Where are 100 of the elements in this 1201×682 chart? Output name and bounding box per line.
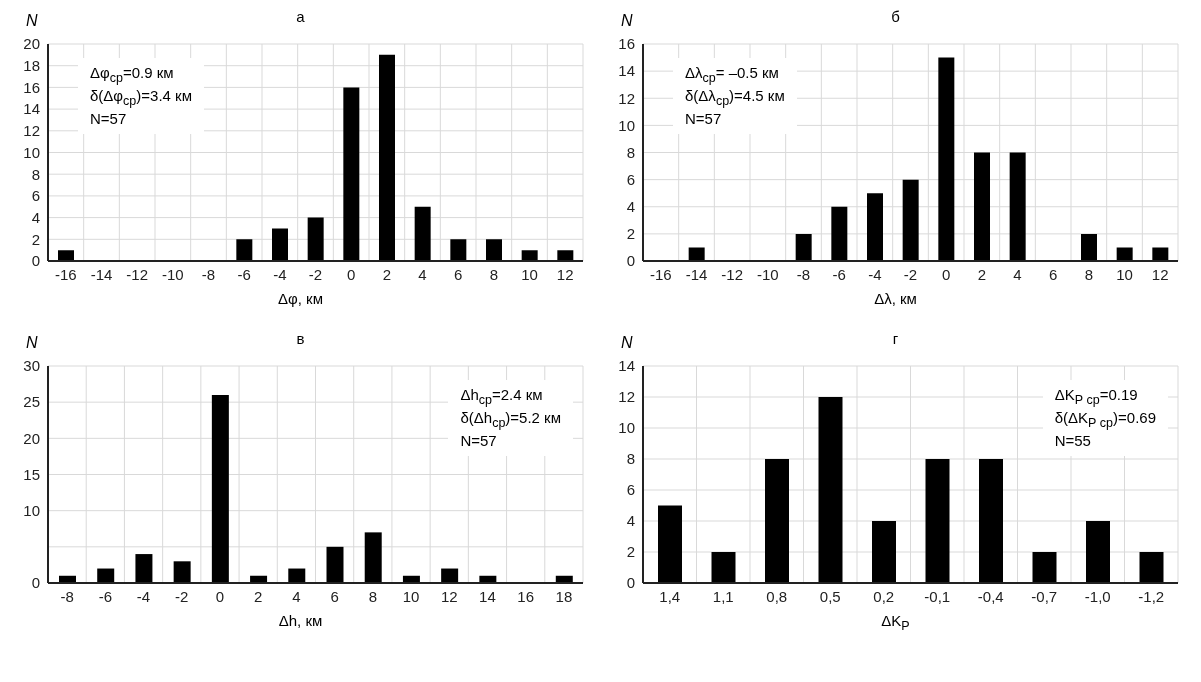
bar	[486, 239, 502, 261]
x-tick-label: 8	[1084, 265, 1094, 283]
annotation: Δφ$_{ср}$=0.9 км	[90, 64, 175, 87]
bar	[818, 397, 843, 583]
y-tick-label: 6	[626, 170, 635, 188]
x-tick-label: 12	[556, 265, 574, 283]
y-tick-label: 16	[618, 35, 635, 53]
x-tick-label: 0,8	[766, 587, 788, 605]
bar	[765, 459, 789, 583]
chart-title: в	[296, 330, 305, 347]
x-tick-label: 18	[555, 587, 573, 605]
annotation: N=57	[460, 432, 498, 450]
x-tick-label: -10	[756, 265, 779, 283]
y-tick-label: 0	[626, 574, 635, 592]
bar	[343, 87, 360, 261]
bar	[867, 193, 883, 261]
x-tick-label: -4	[868, 265, 882, 283]
y-tick-label: 6	[31, 187, 40, 205]
x-tick-label: 6	[1048, 265, 1058, 283]
annotation: δ(ΔK$_{Р ср}$)=0.69	[1054, 409, 1156, 432]
bar	[58, 250, 74, 261]
x-tick-label: -12	[126, 265, 149, 283]
x-tick-label: -2	[175, 587, 189, 605]
bar	[414, 206, 431, 261]
x-tick-label: -14	[90, 265, 113, 283]
bar	[211, 394, 229, 583]
x-tick-label: 6	[453, 265, 463, 283]
bar	[1139, 552, 1164, 583]
x-tick-label: 16	[517, 587, 535, 605]
x-tick-label: -6	[832, 265, 846, 283]
bar	[236, 239, 253, 261]
x-tick-label: -8	[796, 265, 811, 283]
x-tick-label: -8	[201, 265, 216, 283]
y-tick-label: 18	[23, 57, 40, 75]
y-tick-label: 4	[31, 208, 40, 226]
annotation: δ(Δλ$_{ср}$)=4.5 км	[685, 87, 785, 110]
bar	[1152, 247, 1169, 261]
bar	[364, 532, 382, 583]
y-tick-label: 4	[626, 512, 635, 530]
x-tick-label: 14	[479, 587, 496, 605]
x-tick-label: -2	[308, 265, 323, 283]
bar	[1116, 247, 1133, 261]
y-tick-label: 10	[23, 143, 40, 161]
y-tick-label: 12	[23, 122, 40, 140]
x-tick-label: -14	[685, 265, 708, 283]
y-tick-label: 8	[31, 165, 40, 183]
x-tick-label: -12	[721, 265, 744, 283]
y-tick-label: 16	[23, 78, 40, 96]
y-tick-label: 0	[626, 252, 635, 270]
x-tick-label: -16	[649, 265, 672, 283]
x-tick-label: 2	[254, 587, 263, 605]
y-tick-label: 14	[618, 357, 635, 375]
x-tick-label: -1,0	[1084, 587, 1111, 605]
bar	[979, 459, 1003, 583]
y-axis-title: N	[26, 12, 38, 30]
bar	[326, 546, 344, 583]
y-tick-label: 0	[31, 574, 40, 592]
bar	[450, 239, 467, 261]
bar	[1081, 233, 1097, 261]
x-tick-label: 12	[440, 587, 458, 605]
annotation: δ(Δφ$_{ср}$)=3.4 км	[90, 87, 192, 110]
bar	[872, 521, 896, 583]
y-axis-title: N	[621, 334, 633, 352]
bar	[925, 459, 950, 583]
x-tick-label: 0,5	[819, 587, 841, 605]
x-axis-title: Δφ, км	[277, 290, 324, 307]
y-tick-label: 2	[626, 543, 635, 561]
x-tick-label: -6	[98, 587, 112, 605]
y-tick-label: 10	[618, 419, 635, 437]
x-tick-label: -2	[903, 265, 918, 283]
y-tick-label: 0	[31, 252, 40, 270]
x-tick-label: 8	[489, 265, 499, 283]
x-tick-label: 10	[402, 587, 420, 605]
x-tick-label: 0	[346, 265, 356, 283]
x-tick-label: -16	[54, 265, 77, 283]
bar	[173, 561, 191, 583]
x-tick-label: 4	[418, 265, 427, 283]
y-tick-label: 15	[23, 465, 40, 483]
bar	[902, 179, 919, 261]
annotation: ΔK$_{Р ср}$=0.19	[1054, 386, 1139, 409]
bar	[711, 552, 736, 583]
x-tick-label: -0,4	[977, 587, 1004, 605]
y-tick-label: 2	[626, 225, 635, 243]
bar	[288, 568, 306, 583]
bar	[521, 250, 538, 261]
y-tick-label: 12	[618, 89, 635, 107]
x-tick-label: 0	[215, 587, 225, 605]
bar	[557, 250, 574, 261]
x-tick-label: -10	[161, 265, 184, 283]
x-tick-label: 12	[1151, 265, 1169, 283]
chart-title: б	[891, 8, 900, 25]
bar	[688, 247, 705, 261]
y-tick-label: 20	[23, 35, 40, 53]
bar	[97, 568, 115, 583]
bar	[379, 54, 395, 261]
y-tick-label: 10	[23, 501, 40, 519]
bar	[272, 228, 288, 261]
bar	[1009, 152, 1026, 261]
x-tick-label: 2	[977, 265, 987, 283]
annotation: N=55	[1054, 432, 1092, 450]
